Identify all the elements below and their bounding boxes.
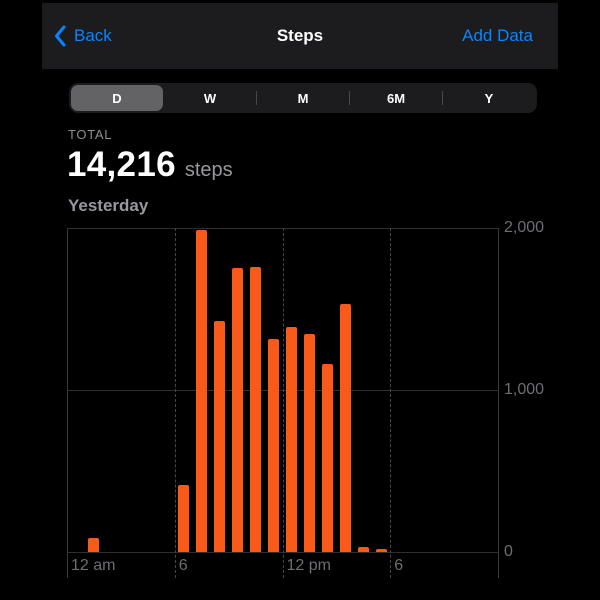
step-bar-hour-11[interactable] xyxy=(268,338,280,552)
back-button[interactable]: Back xyxy=(53,25,112,47)
y-axis-tick-label: 2,000 xyxy=(504,219,545,236)
step-bar-hour-12[interactable] xyxy=(285,326,297,552)
step-bar-hour-6[interactable] xyxy=(178,484,190,552)
step-bar-hour-8[interactable] xyxy=(214,321,226,552)
gridline-hour-6 xyxy=(174,228,176,578)
y-axis-tick-label: 0 xyxy=(504,543,513,560)
back-label: Back xyxy=(74,26,112,45)
add-data-button[interactable]: Add Data xyxy=(462,26,533,45)
step-bar-hour-14[interactable] xyxy=(321,364,333,552)
step-bar-hour-7[interactable] xyxy=(196,229,208,552)
segment-6m[interactable]: 6M xyxy=(386,90,406,106)
segment-separator xyxy=(442,91,443,105)
x-axis-tick-label: 12 pm xyxy=(286,557,331,574)
segment-y[interactable]: Y xyxy=(484,90,494,106)
step-bar-hour-9[interactable] xyxy=(232,267,244,552)
chart-right-border xyxy=(498,228,499,578)
x-axis-tick-label: 6 xyxy=(178,557,188,574)
chevron-left-icon xyxy=(55,25,66,47)
segment-w[interactable]: W xyxy=(203,90,217,106)
segment-separator xyxy=(349,91,350,105)
nav-bar: Back Steps Add Data xyxy=(42,3,558,69)
step-bar-hour-13[interactable] xyxy=(303,334,315,552)
step-bar-hour-10[interactable] xyxy=(250,266,262,552)
segment-separator xyxy=(256,91,257,105)
steps-total-value: 14,216 xyxy=(67,145,176,184)
gridline-hour-12 xyxy=(282,228,284,578)
x-axis-tick-label: 12 am xyxy=(71,557,116,574)
gridline-hour-18 xyxy=(390,228,392,578)
x-axis-tick-label: 6 xyxy=(394,557,404,574)
period-label: Yesterday xyxy=(68,196,149,215)
step-bar-hour-16[interactable] xyxy=(357,547,369,552)
chart-left-border xyxy=(67,228,68,578)
steps-unit-label: steps xyxy=(184,159,233,181)
time-range-segmented-control: D W M 6M Y xyxy=(69,83,537,113)
step-bar-hour-17[interactable] xyxy=(375,549,387,552)
total-value-row: 14,216 steps xyxy=(67,145,233,185)
segment-m[interactable]: M xyxy=(297,90,309,106)
total-kicker: TOTAL xyxy=(68,127,113,142)
step-bar-hour-15[interactable] xyxy=(339,304,351,552)
step-bar-hour-1[interactable] xyxy=(88,538,100,552)
y-axis-tick-label: 1,000 xyxy=(504,381,545,398)
segment-d[interactable]: D xyxy=(71,85,163,111)
